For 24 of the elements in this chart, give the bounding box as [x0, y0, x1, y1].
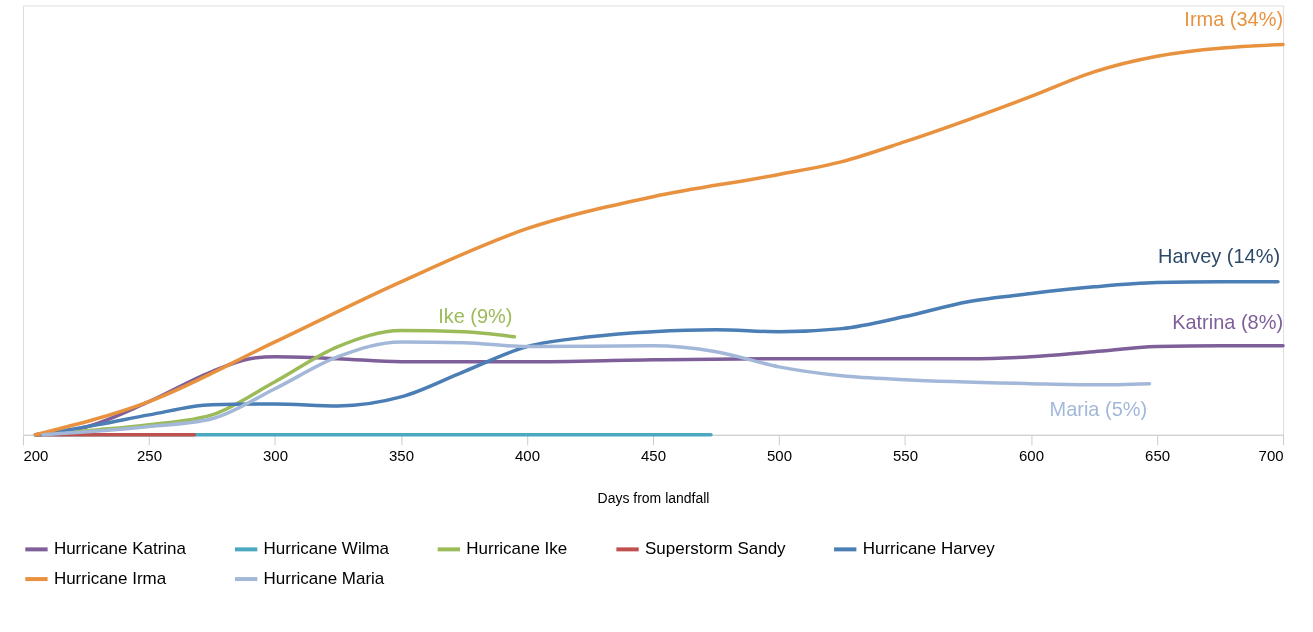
- legend-label: Hurricane Wilma: [263, 539, 390, 559]
- x-tick-label: 600: [1019, 447, 1045, 465]
- legend-label: Hurricane Ike: [466, 539, 568, 559]
- x-tick-label: 700: [1258, 447, 1284, 465]
- annotation: Harvey (14%): [1158, 245, 1281, 268]
- legend-label: Superstorm Sandy: [645, 539, 787, 559]
- x-tick-label: 250: [136, 447, 162, 465]
- annotation: Maria (5%): [1049, 397, 1148, 420]
- x-axis-title: Days from landfall: [597, 490, 710, 507]
- legend-label: Hurricane Maria: [263, 569, 385, 589]
- legend-label: Hurricane Irma: [53, 569, 167, 589]
- x-tick-label: 550: [893, 447, 919, 465]
- x-tick-label: 350: [389, 447, 414, 465]
- x-tick-label: 450: [641, 447, 666, 465]
- text: Irma (34%): [1184, 8, 1284, 31]
- annotation: Ike (9%): [438, 304, 513, 327]
- x-tick-label: 500: [767, 447, 792, 465]
- x-tick-label: 300: [262, 447, 288, 465]
- x-tick-label: 400: [515, 447, 540, 465]
- x-tick-label: 650: [1145, 447, 1171, 465]
- legend-label: Hurricane Katrina: [53, 539, 187, 559]
- x-tick-label: 200: [23, 447, 49, 465]
- legend-label: Hurricane Harvey: [862, 539, 996, 559]
- annotation: Katrina (8%): [1172, 310, 1284, 333]
